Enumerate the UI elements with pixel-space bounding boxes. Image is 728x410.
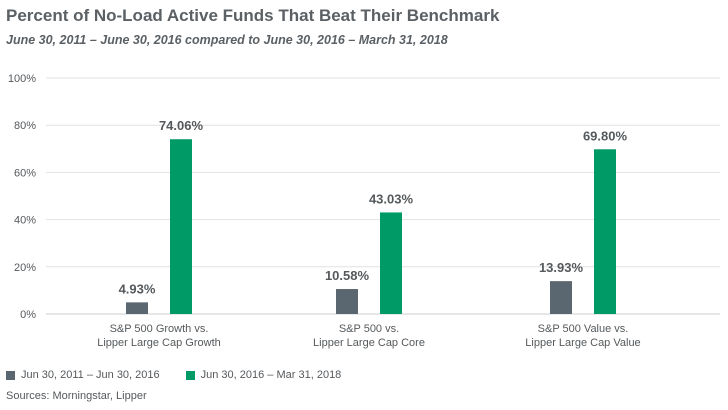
legend-item-series1: Jun 30, 2011 – Jun 30, 2016 xyxy=(6,369,160,381)
legend-item-series2: Jun 30, 2016 – Mar 31, 2018 xyxy=(185,369,342,381)
category-label: Lipper Large Cap Core xyxy=(313,337,425,349)
y-tick-label: 0% xyxy=(20,309,36,321)
source-note: Sources: Morningstar, Lipper xyxy=(6,390,147,402)
y-tick-label: 40% xyxy=(14,215,36,227)
y-tick-label: 20% xyxy=(14,262,36,274)
category-label: S&P 500 Growth vs. xyxy=(110,323,209,335)
y-tick-label: 100% xyxy=(8,73,36,85)
data-label: 4.93% xyxy=(119,281,156,296)
category-label: Lipper Large Cap Value xyxy=(525,337,640,349)
data-label: 69.80% xyxy=(583,128,628,143)
category-label: S&P 500 Value vs. xyxy=(538,323,629,335)
chart-subtitle: June 30, 2011 – June 30, 2016 compared t… xyxy=(6,33,448,47)
data-label: 74.06% xyxy=(159,118,204,133)
bar-series2 xyxy=(380,212,402,314)
chart-title: Percent of No-Load Active Funds That Bea… xyxy=(6,6,500,25)
legend-swatch-series2 xyxy=(185,370,195,380)
legend-label-series1: Jun 30, 2011 – Jun 30, 2016 xyxy=(21,369,160,381)
y-tick-label: 60% xyxy=(14,167,36,179)
legend-label-series2: Jun 30, 2016 – Mar 31, 2018 xyxy=(200,369,342,381)
bar-series1 xyxy=(336,289,358,314)
y-tick-label: 80% xyxy=(14,120,36,132)
legend: Jun 30, 2011 – Jun 30, 2016 Jun 30, 2016… xyxy=(6,369,341,381)
data-label: 43.03% xyxy=(369,191,414,206)
category-label: Lipper Large Cap Growth xyxy=(97,337,221,349)
category-label: S&P 500 vs. xyxy=(339,323,399,335)
data-label: 13.93% xyxy=(539,260,584,275)
bar-series1 xyxy=(550,281,572,314)
data-label: 10.58% xyxy=(325,268,370,283)
legend-swatch-series1 xyxy=(6,370,15,380)
bar-series2 xyxy=(594,149,616,314)
bar-series1 xyxy=(126,302,148,314)
bar-series2 xyxy=(170,139,192,314)
